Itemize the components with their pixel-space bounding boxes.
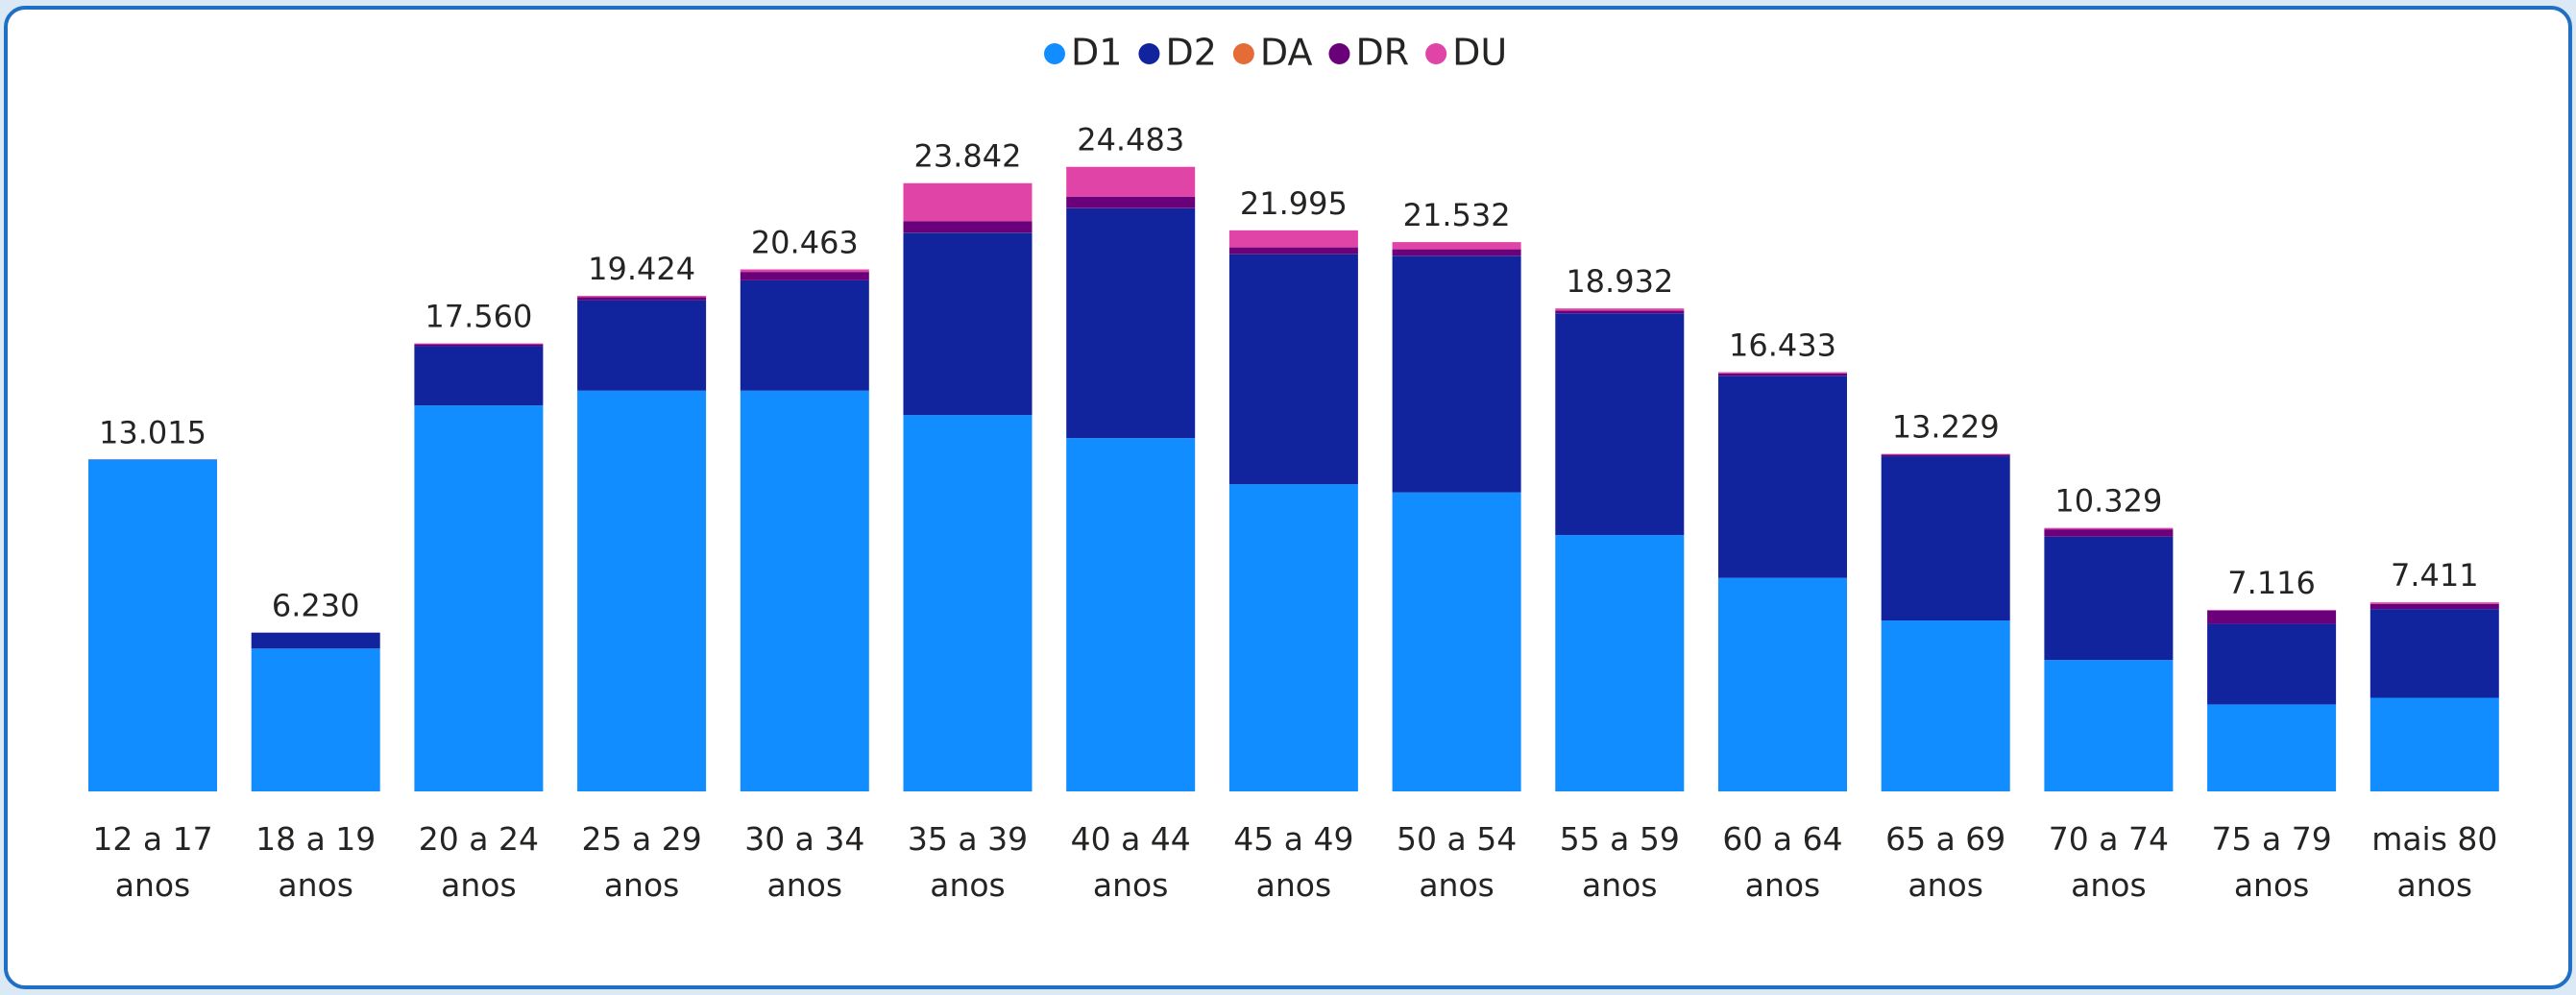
bar-segment xyxy=(1555,308,1685,311)
bar-segment xyxy=(903,232,1033,416)
bar-segment xyxy=(903,415,1033,791)
bar-segment xyxy=(740,269,869,273)
total-label: 21.995 xyxy=(1240,185,1348,222)
total-label: 18.932 xyxy=(1566,263,1673,300)
bar-segment xyxy=(1718,577,1847,791)
total-label: 13.015 xyxy=(99,414,207,450)
total-label: 7.411 xyxy=(2391,557,2479,594)
bar-segment xyxy=(1066,196,1196,208)
bar-segment xyxy=(1881,620,2010,791)
x-tick-label: 75 a 79 anos xyxy=(2211,820,2332,904)
x-tick-label: 25 a 29 anos xyxy=(581,820,702,904)
bar-segment xyxy=(1066,207,1196,439)
total-label: 10.329 xyxy=(2054,483,2162,520)
x-tick-label: 30 a 34 anos xyxy=(744,820,865,904)
bar-segment xyxy=(414,344,544,347)
bar-segment xyxy=(2207,704,2337,791)
bar-segment xyxy=(1718,376,1847,578)
legend-label: D1 xyxy=(1071,32,1122,74)
bar-segment xyxy=(1881,454,2010,457)
bar-segment xyxy=(2207,610,2337,624)
legend-marker xyxy=(1425,43,1447,64)
legend-label: DR xyxy=(1355,32,1409,74)
x-tick-label: 70 a 74 anos xyxy=(2048,820,2169,904)
x-tick-label: 12 a 17 anos xyxy=(92,820,213,904)
legend-label: DA xyxy=(1260,32,1313,74)
x-tick-label: 18 a 19 anos xyxy=(255,820,377,904)
bar-segment xyxy=(740,279,869,391)
bar-segment xyxy=(2044,529,2174,537)
bar-segment xyxy=(1066,438,1196,791)
bar-segment xyxy=(2369,602,2499,604)
bar-segment xyxy=(1392,492,1521,791)
bar-segment xyxy=(1555,310,1685,314)
bar-segment xyxy=(251,648,380,791)
bar-segment xyxy=(1555,313,1685,536)
bar-segment xyxy=(1066,166,1196,197)
x-tick-label: 50 a 54 anos xyxy=(1397,820,1518,904)
x-tick-label: mais 80 anos xyxy=(2371,820,2498,904)
x-tick-label: 40 a 44 anos xyxy=(1070,820,1191,904)
bar-segment xyxy=(2369,697,2499,791)
bar-segment xyxy=(2044,536,2174,661)
bar-segment xyxy=(1228,254,1358,485)
legend-label: DU xyxy=(1452,32,1507,74)
bar-segment xyxy=(577,297,707,301)
total-label: 21.532 xyxy=(1403,197,1511,233)
bar-segment xyxy=(2044,660,2174,791)
legend-marker xyxy=(1328,43,1350,64)
bar-segment xyxy=(1718,373,1847,376)
bar-segment xyxy=(414,343,544,345)
bar-segment xyxy=(1228,484,1358,791)
legend-marker xyxy=(1138,43,1160,64)
total-label: 24.483 xyxy=(1077,122,1184,158)
legend-marker xyxy=(1044,43,1065,64)
x-tick-label: 65 a 69 anos xyxy=(1885,820,2006,904)
total-label: 19.424 xyxy=(588,251,695,287)
bar-segment xyxy=(1881,453,2010,455)
total-label: 6.230 xyxy=(272,588,360,624)
bar-segment xyxy=(2044,527,2174,530)
total-label: 13.229 xyxy=(1892,409,2000,446)
bar-segment xyxy=(2369,603,2499,610)
total-label: 17.560 xyxy=(425,299,532,335)
bar-segment xyxy=(414,346,544,406)
total-label: 16.433 xyxy=(1729,328,1836,364)
bar-segment xyxy=(903,182,1033,222)
bar-segment xyxy=(1881,456,2010,621)
bar-segment xyxy=(1392,255,1521,493)
bar-segment xyxy=(740,390,869,791)
x-tick-label: 45 a 49 anos xyxy=(1233,820,1354,904)
bar-segment xyxy=(577,296,707,298)
legend-marker xyxy=(1232,43,1254,64)
bar-segment xyxy=(903,221,1033,233)
x-tick-label: 60 a 64 anos xyxy=(1722,820,1843,904)
x-tick-label: 35 a 39 anos xyxy=(907,820,1029,904)
legend-label: D2 xyxy=(1165,32,1216,74)
bar-segment xyxy=(251,632,380,649)
bar-segment xyxy=(1392,242,1521,250)
bar-segment xyxy=(577,300,707,391)
total-label: 7.116 xyxy=(2227,565,2316,601)
x-tick-label: 20 a 24 anos xyxy=(418,820,539,904)
bar-segment xyxy=(1555,535,1685,791)
total-label: 23.842 xyxy=(914,138,1022,175)
bar-segment xyxy=(414,405,544,791)
bar-segment xyxy=(1228,230,1358,248)
bar-segment xyxy=(88,459,217,791)
bar-segment xyxy=(2369,609,2499,698)
bar-segment xyxy=(2207,623,2337,705)
bar-segment xyxy=(1228,247,1358,255)
bar-segment xyxy=(2207,609,2337,611)
bar-segment xyxy=(740,272,869,280)
total-label: 20.463 xyxy=(751,224,859,260)
bar-segment xyxy=(1718,372,1847,374)
bar-segment xyxy=(1392,249,1521,256)
bar-segment xyxy=(577,390,707,791)
x-tick-label: 55 a 59 anos xyxy=(1559,820,1680,904)
